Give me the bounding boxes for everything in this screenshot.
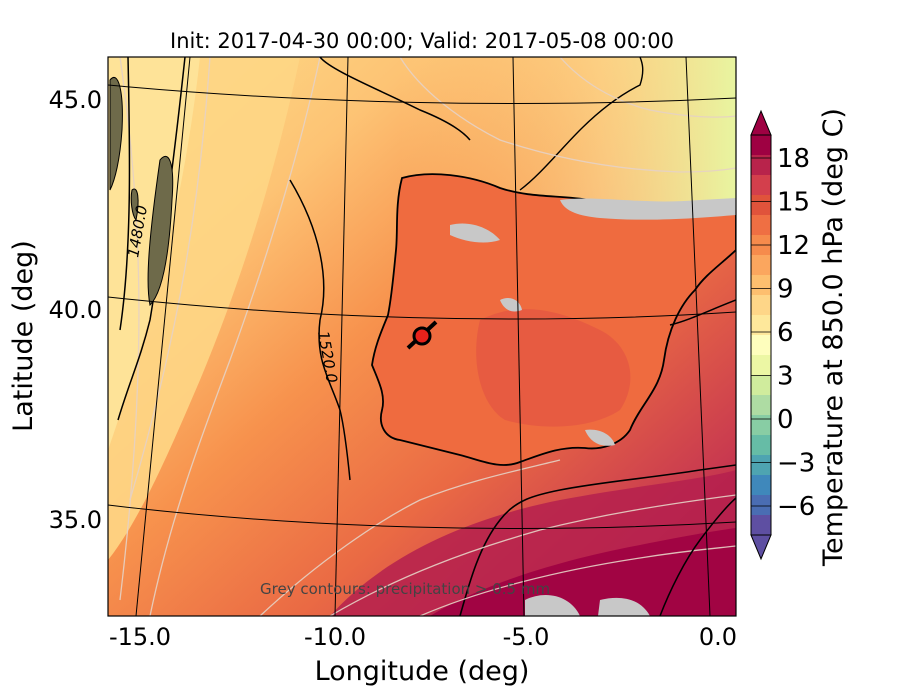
y-tick-label: 40.0 <box>49 296 102 324</box>
colorbar-swatch <box>751 275 771 296</box>
precip-note: Grey contours: precipitation > 0.5 mm <box>260 580 550 598</box>
colorbar-swatch <box>751 135 771 156</box>
location-marker <box>412 326 432 346</box>
precip-patch <box>500 298 522 312</box>
colorbar-swatch <box>751 415 771 436</box>
dark-cells <box>109 77 174 307</box>
north-africa-coast <box>459 464 736 616</box>
colorbar-tick-label: 3 <box>777 362 794 392</box>
colorbar-swatch <box>751 315 771 336</box>
plot-frame <box>107 56 737 617</box>
x-axis-label: Longitude (deg) <box>315 656 530 687</box>
colorbar-tick-label: −3 <box>777 449 815 479</box>
colorbar-swatch <box>751 475 771 496</box>
x-tick-label: -10.0 <box>304 623 366 651</box>
hottest-southern-region <box>430 528 736 616</box>
colorbar-tick-label: 0 <box>777 405 794 435</box>
colorbar-tick-label: −6 <box>777 492 815 522</box>
graticule <box>108 57 736 616</box>
temperature-contours <box>119 57 736 616</box>
colorbar-frame <box>750 134 772 536</box>
colorbar-tick-label: 15 <box>777 188 810 218</box>
colorbar-swatch <box>751 255 771 276</box>
colorbar-swatch <box>751 195 771 216</box>
y-tick-label: 35.0 <box>49 506 102 534</box>
colorbar-swatch <box>751 455 771 476</box>
inland-warm-zone <box>476 309 631 427</box>
colorbar-swatch <box>751 335 771 356</box>
colorbar-swatch <box>751 295 771 316</box>
colorbar-swatch <box>751 175 771 196</box>
colorbar-min-arrow <box>750 534 772 561</box>
colorbar-swatch <box>751 155 771 176</box>
colorbar-label: Temperature at 850.0 hPa (deg C) <box>818 108 849 567</box>
colorbar-swatch <box>751 515 771 536</box>
france-coast <box>519 57 644 191</box>
precip-patch <box>450 223 500 243</box>
colorbar-swatch <box>751 495 771 516</box>
colorbar-tick-label: 12 <box>777 231 810 261</box>
colorbar-tick-label: 18 <box>777 144 810 174</box>
y-ticks: 45.0 40.0 35.0 <box>49 86 102 534</box>
colorbar-swatch <box>751 435 771 456</box>
x-tick-label: -15.0 <box>109 623 171 651</box>
x-tick-label: 0.0 <box>699 623 737 651</box>
y-axis-label: Latitude (deg) <box>8 240 39 432</box>
precip-patch <box>585 429 615 446</box>
plot-title: Init: 2017-04-30 00:00; Valid: 2017-05-0… <box>170 29 674 53</box>
colorbar-swatch <box>751 375 771 396</box>
colorbar-tick-label: 6 <box>777 318 794 348</box>
precip-patch <box>525 595 580 616</box>
colorbar-tick-label: 9 <box>777 275 794 305</box>
x-tick-label: -5.0 <box>503 623 550 651</box>
precip-patch <box>598 597 650 616</box>
colorbar-swatch <box>751 355 771 376</box>
colorbar-swatch <box>751 215 771 236</box>
colorbar-max-arrow <box>750 109 772 136</box>
map-panel: 1480.0 1520.0 Grey contours: precipitati… <box>108 57 736 616</box>
colorbar-swatch <box>751 395 771 416</box>
y-tick-label: 45.0 <box>49 86 102 114</box>
x-ticks: -15.0 -10.0 -5.0 0.0 <box>109 623 737 651</box>
colorbar: 18 15 12 9 6 3 0 −3 −6 <box>750 109 815 561</box>
